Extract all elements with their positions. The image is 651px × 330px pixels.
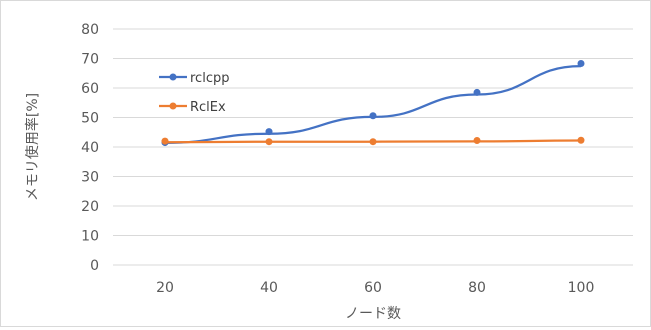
data-point	[473, 88, 481, 96]
series-rclex	[161, 136, 585, 146]
x-tick-labels: 20 40 60 80 100	[156, 280, 594, 296]
data-point	[473, 137, 481, 145]
x-tick-label: 40	[260, 280, 278, 296]
y-tick-label: 70	[81, 52, 99, 68]
data-point	[161, 137, 169, 145]
x-tick-label: 60	[364, 280, 382, 296]
y-tick-label: 60	[81, 81, 99, 97]
y-tick-label: 80	[81, 22, 99, 38]
data-point	[577, 60, 585, 68]
x-tick-label: 100	[568, 280, 595, 296]
legend-item-rclcpp: rclcpp	[159, 71, 229, 86]
data-point	[265, 128, 273, 136]
data-point	[265, 138, 273, 146]
legend-swatch-marker	[169, 73, 177, 81]
legend-label: rclcpp	[190, 71, 229, 86]
legend-label: RclEx	[190, 100, 226, 115]
data-point	[577, 136, 585, 144]
y-tick-label: 50	[81, 111, 99, 127]
data-point	[369, 112, 377, 120]
y-tick-label: 0	[90, 258, 99, 274]
y-axis-title: メモリ使用率[%]	[24, 93, 41, 201]
series-layer	[161, 60, 585, 147]
x-tick-label: 80	[468, 280, 486, 296]
y-tick-label: 10	[81, 229, 99, 245]
x-tick-label: 20	[156, 280, 174, 296]
y-tick-labels: 0 10 20 30 40 50 60 70 80	[81, 22, 99, 274]
legend-item-rclex: RclEx	[159, 100, 226, 115]
y-tick-label: 40	[81, 140, 99, 156]
gridlines	[113, 28, 633, 266]
y-tick-label: 30	[81, 170, 99, 186]
y-tick-label: 20	[81, 199, 99, 215]
data-point	[369, 138, 377, 146]
legend: rclcpp RclEx	[159, 71, 229, 115]
x-axis-title: ノード数	[345, 306, 401, 322]
legend-swatch-marker	[169, 102, 177, 110]
